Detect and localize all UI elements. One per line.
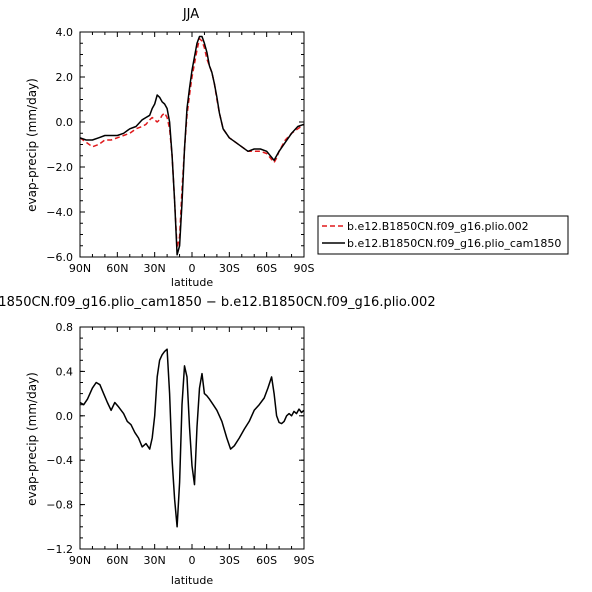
bottom-y-tick-label: −0.8 xyxy=(46,499,73,512)
bottom-chart: b.e12.B1850CN.f09_g16.plio_cam1850 − b.e… xyxy=(0,295,436,587)
bottom-y-tick-label: −1.2 xyxy=(46,543,73,556)
top-x-tick-label: 90S xyxy=(294,262,315,275)
top-x-tick-label: 60N xyxy=(106,262,128,275)
legend-label-cam1850: b.e12.B1850CN.f09_g16.plio_cam1850 xyxy=(347,237,561,250)
top-x-tick-label: 60S xyxy=(256,262,277,275)
top-title: JJA xyxy=(182,7,199,22)
bottom-x-tick-label: 90S xyxy=(294,554,315,567)
top-y-tick-label: −6.0 xyxy=(46,251,73,264)
top-x-tick-label: 0 xyxy=(189,262,196,275)
top-y-tick-label: −2.0 xyxy=(46,161,73,174)
bottom-x-tick-label: 30S xyxy=(219,554,240,567)
bottom-x-tick-label: 0 xyxy=(189,554,196,567)
top-y-axis-label: evap-precip (mm/day) xyxy=(25,78,39,212)
bottom-x-tick-label: 60S xyxy=(256,554,277,567)
top-plot-frame xyxy=(79,31,305,258)
top-chart: JJA 90N 60N 30N 0 30S 60S 90S 4.0 2.0 0.0 −2.0 −4.0… xyxy=(25,7,315,289)
top-y-tick-label: 4.0 xyxy=(56,26,74,39)
top-x-tick-label: 30S xyxy=(219,262,240,275)
bottom-y-tick-label: −0.4 xyxy=(46,454,73,467)
top-x-tick-label: 90N xyxy=(69,262,91,275)
top-x-axis-label: latitude xyxy=(171,276,213,289)
top-y-tick-label: −4.0 xyxy=(46,206,73,219)
legend: b.e12.B1850CN.f09_g16.plio.002 b.e12.B18… xyxy=(317,215,569,255)
bottom-x-axis-label: latitude xyxy=(171,574,213,587)
bottom-plot-frame xyxy=(79,326,305,550)
bottom-y-tick-label: 0.8 xyxy=(56,321,74,334)
bottom-x-tick-label: 60N xyxy=(106,554,128,567)
top-y-tick-label: 2.0 xyxy=(56,71,74,84)
bottom-x-tick-label: 30N xyxy=(144,554,166,567)
bottom-y-tick-label: 0.4 xyxy=(56,365,74,378)
bottom-series-line-0 xyxy=(79,348,305,528)
bottom-title: b.e12.B1850CN.f09_g16.plio_cam1850 − b.e… xyxy=(0,295,436,310)
top-x-tick-label: 30N xyxy=(144,262,166,275)
top-y-tick-label: 0.0 xyxy=(56,116,74,129)
bottom-x-tick-label: 90N xyxy=(69,554,91,567)
top-series-line-0 xyxy=(79,37,305,249)
legend-label-plio002: b.e12.B1850CN.f09_g16.plio.002 xyxy=(347,220,529,233)
bottom-y-axis-label: evap-precip (mm/day) xyxy=(25,372,39,506)
top-series-line-1 xyxy=(79,35,305,256)
legend-box xyxy=(317,215,569,255)
bottom-y-tick-label: 0.0 xyxy=(56,410,74,423)
